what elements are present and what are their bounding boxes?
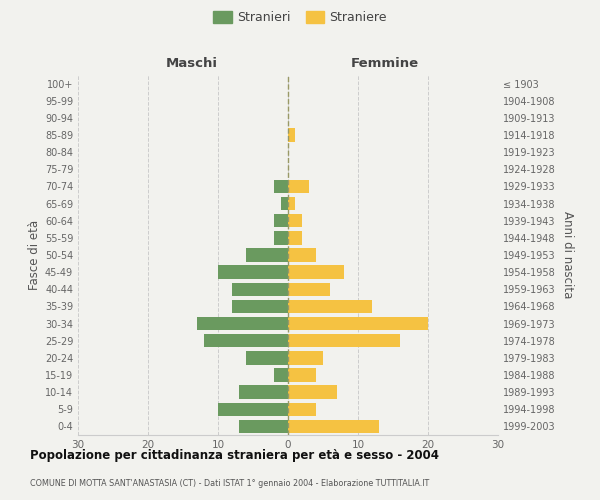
Bar <box>288 334 400 347</box>
Bar <box>232 300 288 313</box>
Bar <box>288 317 428 330</box>
Text: Femmine: Femmine <box>350 57 419 70</box>
Bar <box>218 266 288 279</box>
Y-axis label: Fasce di età: Fasce di età <box>28 220 41 290</box>
Bar <box>232 282 288 296</box>
Bar <box>274 180 288 193</box>
Text: Maschi: Maschi <box>166 57 217 70</box>
Bar <box>288 368 316 382</box>
Bar <box>288 231 302 244</box>
Bar <box>288 402 316 416</box>
Bar <box>246 351 288 364</box>
Bar <box>288 420 379 433</box>
Bar <box>274 231 288 244</box>
Bar <box>218 402 288 416</box>
Bar <box>288 180 309 193</box>
Bar <box>288 386 337 399</box>
Bar <box>239 420 288 433</box>
Bar <box>288 248 316 262</box>
Text: Popolazione per cittadinanza straniera per età e sesso - 2004: Popolazione per cittadinanza straniera p… <box>30 450 439 462</box>
Y-axis label: Anni di nascita: Anni di nascita <box>561 212 574 298</box>
Bar <box>239 386 288 399</box>
Legend: Stranieri, Straniere: Stranieri, Straniere <box>208 6 392 29</box>
Bar <box>288 266 344 279</box>
Bar <box>204 334 288 347</box>
Text: COMUNE DI MOTTA SANT'ANASTASIA (CT) - Dati ISTAT 1° gennaio 2004 - Elaborazione : COMUNE DI MOTTA SANT'ANASTASIA (CT) - Da… <box>30 478 429 488</box>
Bar <box>246 248 288 262</box>
Bar <box>281 197 288 210</box>
Bar <box>288 197 295 210</box>
Bar <box>288 128 295 141</box>
Bar <box>288 300 372 313</box>
Bar <box>288 351 323 364</box>
Bar <box>197 317 288 330</box>
Bar <box>288 214 302 228</box>
Bar <box>274 368 288 382</box>
Bar <box>274 214 288 228</box>
Bar <box>288 282 330 296</box>
